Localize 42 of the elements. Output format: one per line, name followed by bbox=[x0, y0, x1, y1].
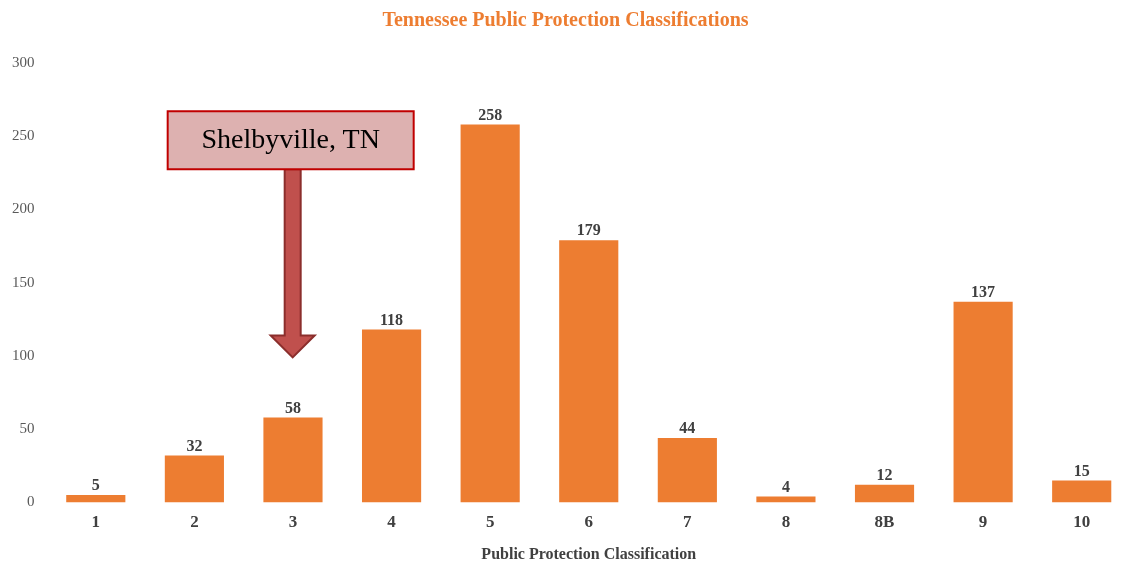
x-axis-title: Public Protection Classification bbox=[481, 544, 697, 562]
x-tick-label: 8B bbox=[874, 511, 895, 531]
x-tick-label: 4 bbox=[387, 511, 397, 531]
y-tick-label: 50 bbox=[19, 420, 35, 437]
chart-title: Tennessee Public Protection Classifications bbox=[382, 8, 749, 31]
y-tick-label: 0 bbox=[27, 493, 35, 510]
x-tick-label: 7 bbox=[683, 511, 693, 531]
x-tick-label: 9 bbox=[978, 511, 988, 531]
data-label: 118 bbox=[380, 310, 404, 328]
data-label: 5 bbox=[91, 476, 100, 494]
x-tick-label: 1 bbox=[91, 511, 101, 531]
bar bbox=[66, 495, 126, 503]
data-label: 12 bbox=[876, 465, 893, 483]
bar bbox=[460, 124, 520, 503]
x-tick-label: 8 bbox=[781, 511, 791, 531]
x-tick-label: 3 bbox=[288, 511, 298, 531]
bar bbox=[263, 417, 323, 503]
bar bbox=[559, 240, 619, 503]
bar bbox=[657, 437, 717, 503]
data-label: 179 bbox=[576, 221, 601, 239]
data-label: 58 bbox=[284, 398, 301, 416]
data-label: 15 bbox=[1073, 461, 1090, 479]
x-tick-label: 2 bbox=[190, 511, 199, 531]
x-tick-label: 5 bbox=[485, 511, 495, 531]
x-tick-label: 6 bbox=[584, 511, 593, 531]
x-tick-label: 10 bbox=[1073, 511, 1091, 531]
y-tick-label: 200 bbox=[12, 200, 35, 217]
y-tick-label: 300 bbox=[12, 53, 35, 70]
data-label: 137 bbox=[971, 282, 996, 300]
data-label: 4 bbox=[781, 477, 790, 495]
data-label: 258 bbox=[478, 105, 503, 123]
annotation: Shelbyville, TN bbox=[201, 122, 380, 154]
data-label: 44 bbox=[679, 419, 696, 437]
y-tick-label: 150 bbox=[12, 273, 35, 290]
bar bbox=[164, 455, 224, 503]
bar bbox=[953, 301, 1013, 503]
bar bbox=[361, 329, 422, 503]
y-tick-label: 250 bbox=[12, 127, 35, 144]
bar bbox=[1052, 480, 1112, 503]
bar bbox=[854, 484, 915, 503]
data-label: 32 bbox=[186, 436, 203, 454]
y-tick-label: 100 bbox=[12, 346, 35, 363]
